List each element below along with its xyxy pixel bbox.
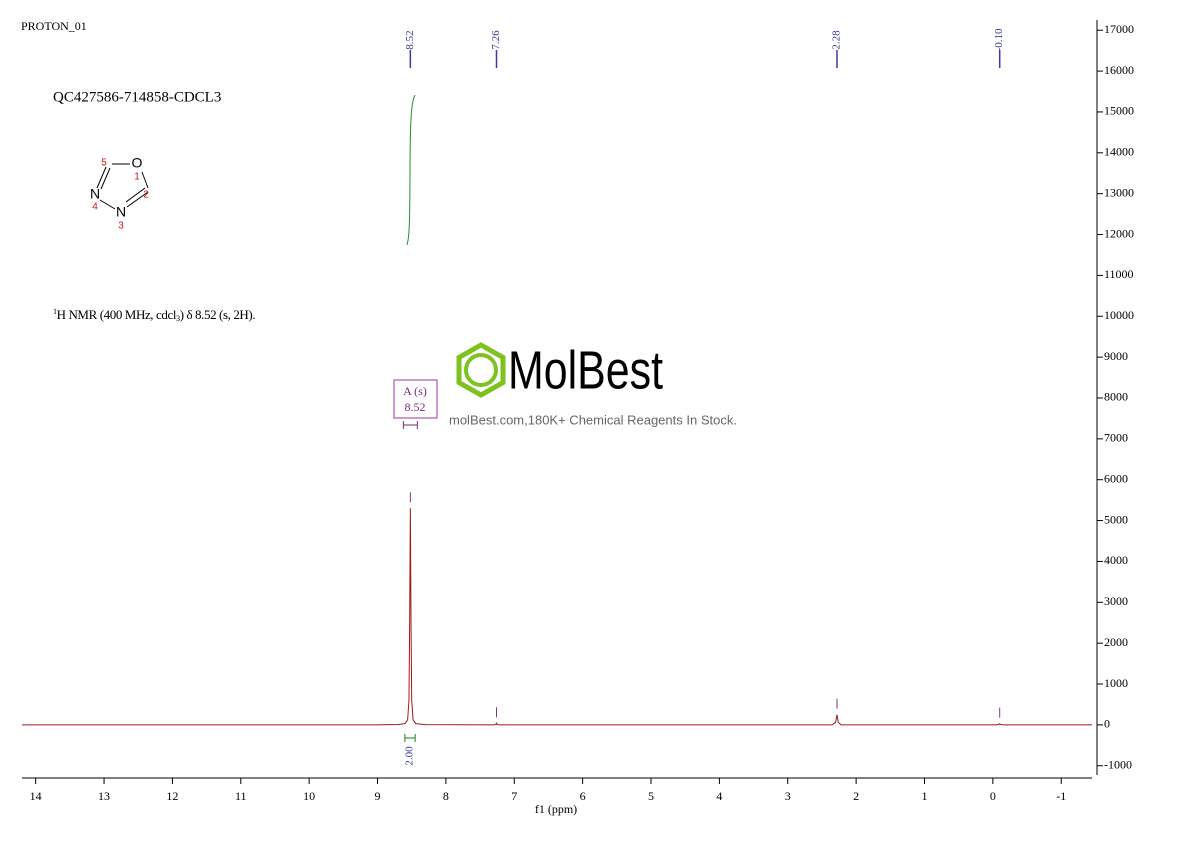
y-tick-label: 17000	[1104, 22, 1134, 36]
brand: MolBest	[508, 340, 663, 400]
atom: O	[132, 155, 143, 171]
description-text: ) δ 8.52 (s, 2H).	[180, 307, 256, 322]
peak-label: -0.10	[993, 28, 1005, 51]
y-tick-label: 1000	[1104, 676, 1128, 690]
bond	[141, 171, 149, 189]
x-tick-label: 14	[30, 789, 42, 803]
y-tick-label: 12000	[1104, 226, 1134, 240]
x-tick-label: 10	[303, 789, 315, 803]
bond	[100, 167, 111, 190]
y-tick-label: 10000	[1104, 308, 1134, 322]
y-tick-label: -1000	[1104, 757, 1132, 771]
superscript: 1	[53, 307, 57, 316]
integral-curve	[406, 94, 416, 246]
description: 1H NMR (400 MHz, cdcl3) δ 8.52 (s, 2H).	[53, 307, 255, 323]
bond	[126, 191, 149, 208]
bond	[96, 166, 107, 189]
x-tick-label: 8	[443, 789, 449, 803]
atom-number: 5	[101, 158, 107, 169]
y-tick-label: 8000	[1104, 390, 1128, 404]
y-tick-label: 0	[1104, 717, 1110, 731]
x-tick-label: 9	[375, 789, 381, 803]
y-tick-label: 13000	[1104, 185, 1134, 199]
x-tick-label: 0	[990, 789, 996, 803]
y-tick-label: 6000	[1104, 471, 1128, 485]
multiplet-label: A (s)	[403, 384, 427, 398]
y-tick-label: 15000	[1104, 104, 1134, 118]
x-tick-label: 1	[921, 789, 927, 803]
y-tick-label: 9000	[1104, 349, 1128, 363]
atom-number: 2	[143, 190, 149, 201]
x-tick-label: 5	[648, 789, 654, 803]
y-tick-label: 7000	[1104, 431, 1128, 445]
y-tick-label: 2000	[1104, 635, 1128, 649]
atom-number: 1	[134, 172, 140, 183]
watermark: MolBest molBest.com,180K+ Chemical Reage…	[449, 340, 737, 427]
bond	[125, 187, 146, 203]
x-tick-label: 11	[235, 789, 247, 803]
peak-label: 8.52	[404, 30, 416, 49]
y-tick-label: 5000	[1104, 512, 1128, 526]
x-tick-label: 3	[785, 789, 791, 803]
y-tick-label: 4000	[1104, 553, 1128, 567]
x-tick-label: 6	[580, 789, 586, 803]
y-tick-label: 14000	[1104, 145, 1134, 159]
x-tick-label: 7	[511, 789, 517, 803]
multiplet-bracket	[402, 421, 418, 429]
x-tick-label: 13	[98, 789, 110, 803]
atom-number: 4	[92, 202, 98, 213]
multiplet-shift: 8.52	[405, 400, 426, 414]
bond	[99, 199, 116, 210]
multiplet-box	[393, 379, 438, 419]
y-tick-label: 16000	[1104, 63, 1134, 77]
y-tick-label: 3000	[1104, 594, 1128, 608]
atom: N	[116, 204, 126, 220]
x-tick-label: 12	[166, 789, 178, 803]
atom-number: 3	[118, 221, 124, 232]
x-axis-label: f1 (ppm)	[535, 802, 577, 816]
logo-hexagon	[456, 342, 506, 398]
x-tick-label: 2	[853, 789, 859, 803]
molecule: O N N 5 1 2 3 4	[90, 155, 149, 232]
peak-label: 2.28	[831, 30, 843, 50]
x-tick-label: -1	[1056, 789, 1066, 803]
tagline: molBest.com,180K+ Chemical Reagents In S…	[449, 412, 737, 427]
integral-value: 2.00	[404, 746, 416, 766]
atom: N	[90, 186, 100, 202]
x-tick-label: 4	[716, 789, 722, 803]
subscript: 3	[176, 314, 180, 323]
sample-name: QC427586-714858-CDCL3	[53, 89, 221, 105]
y-tick-label: 11000	[1104, 267, 1134, 281]
spectrum	[22, 508, 1092, 726]
description-text: H NMR (400 MHz, cdcl	[57, 307, 177, 322]
integral-bracket	[404, 734, 416, 742]
title: PROTON_01	[21, 19, 87, 33]
peak-label: 7.26	[490, 30, 502, 50]
logo-ring	[464, 353, 498, 387]
